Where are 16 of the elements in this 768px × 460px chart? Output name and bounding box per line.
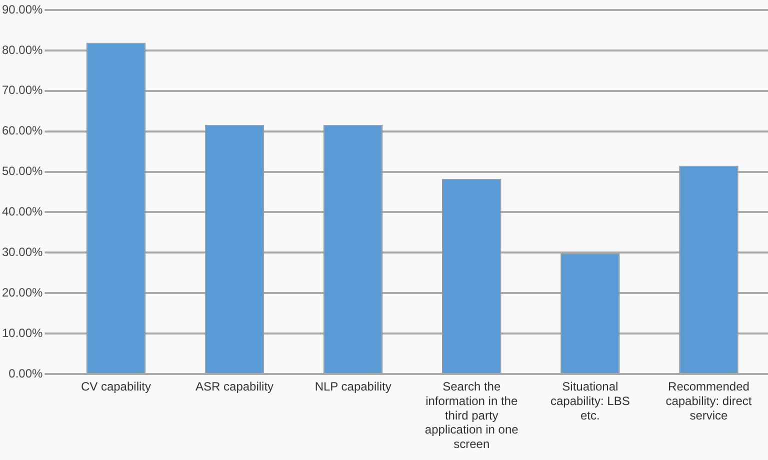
y-tick-label: 80.00% xyxy=(2,42,44,57)
x-tick-label: CV capability xyxy=(80,380,151,394)
y-tick-label: 40.00% xyxy=(2,204,44,219)
y-tick-label: 10.00% xyxy=(2,326,44,340)
x-tick-label: Search the information in the third party application in one screen xyxy=(424,380,519,452)
y-tick-label: 30.00% xyxy=(2,244,44,259)
y-tick-label: 0.00% xyxy=(8,366,44,380)
y-tick-label: 90.00% xyxy=(2,2,44,16)
y-tick-label: 70.00% xyxy=(2,83,44,98)
x-tick-label: ASR capability xyxy=(196,380,274,394)
y-tick-label: 60.00% xyxy=(2,124,44,138)
x-tick-label: Recommended capability: direct service xyxy=(666,380,752,422)
y-tick-label: 20.00% xyxy=(2,285,44,300)
x-tick-label: Situational capability: LBS etc. xyxy=(550,380,630,422)
y-tick-label: 50.00% xyxy=(2,164,44,178)
x-tick-label: NLP capability xyxy=(314,380,392,394)
